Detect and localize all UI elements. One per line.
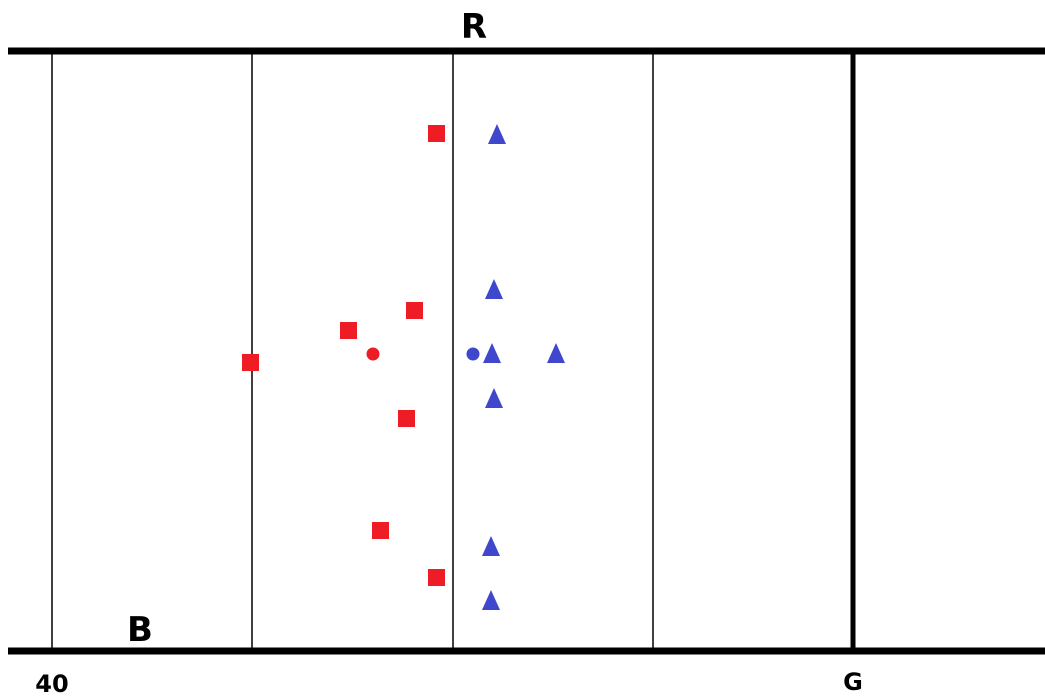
red-player-square [406,302,423,319]
bottom-side-label: B [127,610,153,650]
blue-player-triangle [482,536,500,556]
red-ball-marker [366,347,380,361]
goal-line-label: G [843,668,863,696]
red-player-square [398,410,415,427]
blue-player-triangle [485,279,503,299]
yardline-40-label: 40 [35,670,68,696]
blue-ball-marker [466,347,480,361]
blue-player-triangle [482,590,500,610]
top-side-label: R [461,7,487,47]
blue-player-triangle [485,388,503,408]
blue-player-triangle [547,343,565,363]
blue-player-triangle [483,343,501,363]
red-player-square [428,569,445,586]
red-player-square [428,125,445,142]
red-player-square [242,354,259,371]
red-player-square [372,522,389,539]
blue-player-triangle [488,124,506,144]
red-player-square [340,322,357,339]
